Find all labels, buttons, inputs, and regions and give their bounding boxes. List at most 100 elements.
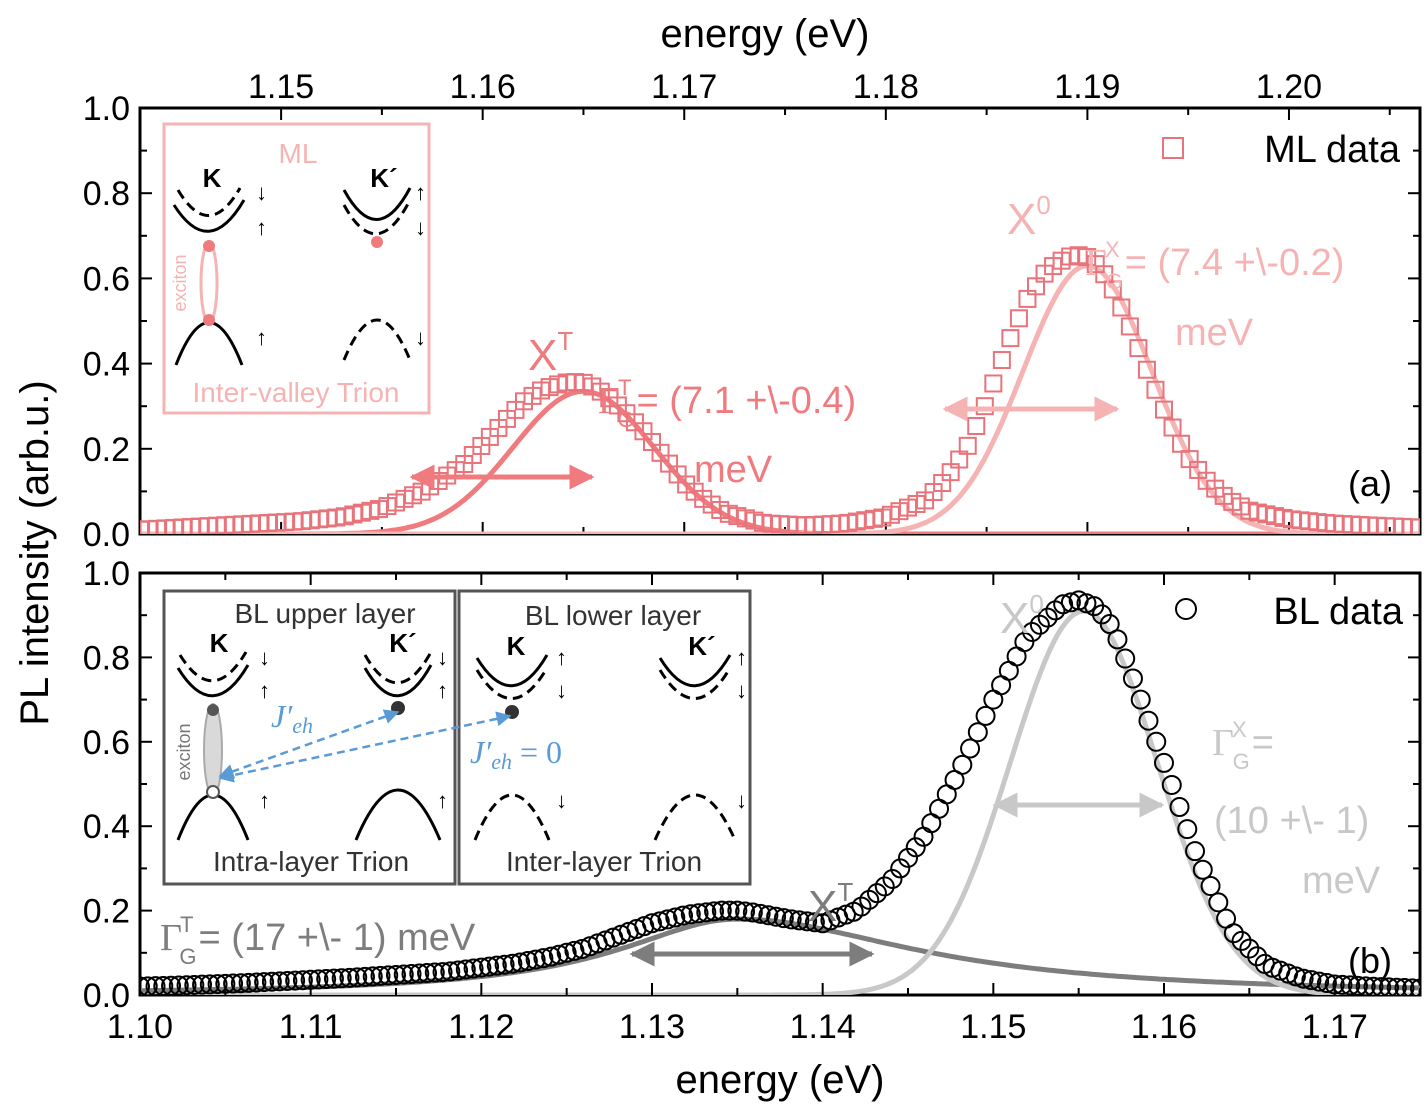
panel-b-data-point <box>890 858 911 879</box>
panel-b-data-point <box>1060 592 1081 613</box>
panel-a-data-point <box>1137 360 1156 379</box>
bottom-xtick-label: 1.11 <box>279 1008 343 1046</box>
panel-b-data-point <box>1146 731 1167 752</box>
inset-bl-lower-k-cb-solid <box>475 654 549 688</box>
panel-b-data-point <box>378 965 399 986</box>
panel-b-data-point <box>207 974 228 995</box>
legend-ml-marker <box>1162 137 1184 159</box>
panel-b-data-point <box>246 972 267 993</box>
panel-b-data-point <box>432 962 453 983</box>
inset-bl-lower: BL lower layer K K´ J′eh = 0 ↑ ↓ ↓ ↑ ↓ ↓… <box>457 589 752 886</box>
panel-a-data-point <box>1103 280 1122 299</box>
panel-b-data-point <box>502 953 523 974</box>
panel-b-data-point <box>657 909 678 930</box>
inset-ml-spin-up-1: ↑ <box>256 215 267 240</box>
panel-b-data-point <box>1316 973 1337 994</box>
panel-b-data-point <box>1161 774 1182 795</box>
panel-b-data-point <box>362 966 383 987</box>
coupling-arrow-inter <box>218 711 512 783</box>
panel-a-data-point <box>1411 518 1420 534</box>
inset-bl-upper-title: BL upper layer <box>234 598 415 629</box>
panel-a-gamma-t: ΓT G= (7.1 +\-0.4) <box>598 375 856 432</box>
panel-b-data-point <box>781 909 802 930</box>
panel-a-data-point <box>992 351 1011 370</box>
inset-ml-k-cb-dashed <box>176 187 242 217</box>
inset-bl-upper-k-cb-solid <box>176 664 250 698</box>
inset-ml-valley-k: K <box>203 163 222 193</box>
panel-b-data-point <box>316 969 337 990</box>
panel-b-data-point <box>525 949 546 970</box>
panel-b-data-point <box>1394 978 1415 995</box>
panel-b-data-point <box>564 940 585 961</box>
inset-ml-k-cb-solid <box>172 199 246 233</box>
panel-b-data-point <box>952 754 973 775</box>
panel-a-data-point <box>1155 400 1173 419</box>
inset-bl-lower-spin-down-4: ↓ <box>736 788 747 813</box>
panel-b-data-point <box>704 901 725 922</box>
panel-b-data-point <box>393 964 414 985</box>
panel-b-ytick-label: 0.0 <box>83 977 130 1015</box>
panel-b-data-point <box>1309 971 1330 992</box>
inset-bl-lower-k-cb-dashed <box>475 667 549 700</box>
panel-a-data-point <box>984 374 1003 393</box>
panel-b-data-point <box>866 883 887 904</box>
inset-bl-upper-spin-up-1: ↑ <box>259 678 270 703</box>
inset-ml-kp-electron <box>371 236 383 248</box>
panel-a-ytick-label: 0.0 <box>83 516 130 554</box>
legend-ml-label: ML data <box>1264 129 1401 171</box>
panel-b-data-point <box>742 902 763 923</box>
inset-bl-upper-spin-up-4: ↑ <box>437 788 448 813</box>
bottom-xtick-label: 1.15 <box>960 1008 1026 1046</box>
top-axis-title: energy (eV) <box>661 12 870 56</box>
panel-b-data-point <box>517 951 538 972</box>
panel-b-data-point <box>347 967 368 988</box>
panel-b-data-point <box>975 705 996 726</box>
inset-bl-upper-spin-up-2: ↑ <box>259 788 270 813</box>
panel-b-data-point <box>409 963 430 984</box>
panel-b-data-point <box>1107 629 1128 650</box>
panel-b-data-point <box>960 738 981 759</box>
panel-b-data-point <box>161 975 182 995</box>
inset-bl-lower-spin-down-3: ↓ <box>736 678 747 703</box>
inset-ml-exciton-label: exciton <box>170 254 190 311</box>
panel-b-data-point <box>145 976 166 995</box>
panel-a-gamma-x-unit: meV <box>1175 312 1254 354</box>
bottom-axis-ticks: 1.10 1.11 1.12 1.13 1.14 1.15 1.16 1.17 <box>107 573 1421 1046</box>
inset-bl-upper-valley-k: K <box>210 628 229 658</box>
panel-b-data-point <box>1122 668 1143 689</box>
inset-ml-hole <box>203 314 215 326</box>
inset-ml-spin-up-3: ↑ <box>415 180 426 205</box>
inset-ml-kp-vb <box>342 318 412 361</box>
inset-bl-lower-spin-down-2: ↓ <box>556 788 567 813</box>
inset-ml-kp-cb-dashed <box>342 199 412 236</box>
panel-b-ytick-label: 0.2 <box>83 893 130 931</box>
panel-b-data-point <box>750 903 771 924</box>
panel-b-data-point <box>1239 938 1260 959</box>
panel-a-data-point <box>1129 339 1148 358</box>
panel-b-gamma-x-unit: meV <box>1302 860 1381 902</box>
panel-b-data-point <box>199 974 220 995</box>
panel-b-data-point <box>673 905 694 926</box>
panel-b-data-point <box>727 900 748 921</box>
panel-a: 0.0 0.2 0.4 0.6 0.8 1.0 ML data (a) XT X0 ΓT G… <box>83 90 1422 554</box>
panel-b-data-point <box>773 908 794 929</box>
panel-b-label: (b) <box>1348 940 1392 981</box>
bottom-xtick-label: 1.14 <box>790 1008 856 1046</box>
panel-b-ytick-label: 0.6 <box>83 724 130 762</box>
inset-bl-upper-kp-vb <box>354 788 442 841</box>
bottom-axis-title: energy (eV) <box>676 1058 885 1102</box>
panel-b-data-point <box>192 974 213 995</box>
panel-a-data-point <box>1001 329 1020 348</box>
bottom-xtick-label: 1.16 <box>1131 1008 1197 1046</box>
panel-b-data-point <box>804 912 825 933</box>
panel-b-data-point <box>1177 819 1198 840</box>
bottom-xtick-label: 1.17 <box>1302 1008 1368 1046</box>
panel-b: 0.0 0.2 0.4 0.6 0.8 1.0 BL data (b) XT X0 ΓT G… <box>83 555 1422 1015</box>
panel-b-data-point <box>665 907 686 928</box>
panel-b-data-point <box>510 952 531 973</box>
panel-b-data-point <box>494 954 515 975</box>
bottom-xtick-label: 1.10 <box>107 1008 173 1046</box>
panel-a-x0-label: X0 <box>1007 190 1051 244</box>
panel-a-gamma-t-unit: meV <box>694 449 773 491</box>
panel-b-data-point <box>1154 752 1174 773</box>
